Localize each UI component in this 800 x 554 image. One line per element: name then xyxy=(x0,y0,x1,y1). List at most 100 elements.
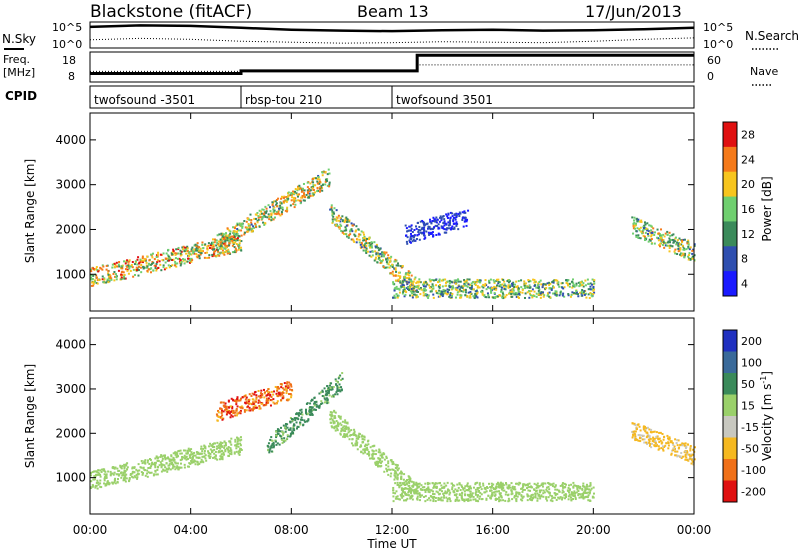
range-gate-cell xyxy=(168,266,171,269)
range-gate-cell xyxy=(518,493,521,496)
range-gate-cell xyxy=(406,497,409,500)
range-gate-cell xyxy=(108,482,111,485)
range-gate-cell xyxy=(109,474,112,477)
range-gate-cell xyxy=(579,493,582,496)
range-gate-cell xyxy=(659,431,662,434)
range-gate-cell xyxy=(412,284,415,287)
range-gate-cell xyxy=(283,382,286,385)
range-gate-cell xyxy=(648,441,651,444)
range-gate-cell xyxy=(537,293,540,296)
range-gate-cell xyxy=(502,278,505,281)
range-gate-cell xyxy=(491,492,494,495)
range-gate-cell xyxy=(400,471,403,474)
range-gate-cell xyxy=(515,500,518,503)
range-gate-cell xyxy=(245,227,248,230)
range-gate-cell xyxy=(651,231,654,234)
range-gate-cell xyxy=(125,477,128,480)
range-gate-cell xyxy=(247,229,250,232)
range-gate-cell xyxy=(231,241,234,244)
range-gate-cell xyxy=(440,499,443,502)
range-gate-cell xyxy=(115,473,118,476)
range-gate-cell xyxy=(137,274,140,277)
range-gate-cell xyxy=(401,482,404,485)
range-gate-cell xyxy=(580,290,583,293)
range-gate-cell xyxy=(184,246,187,249)
range-gate-cell xyxy=(403,276,406,279)
range-gate-cell xyxy=(340,378,343,381)
range-gate-cell xyxy=(111,472,114,475)
range-gate-cell xyxy=(533,278,536,281)
range-gate-cell xyxy=(345,422,348,425)
range-gate-cell xyxy=(273,206,276,209)
range-gate-cell xyxy=(386,262,389,265)
range-gate-cell xyxy=(472,486,475,489)
range-gate-cell xyxy=(395,259,398,262)
range-gate-cell xyxy=(222,251,225,254)
range-gate-cell xyxy=(272,441,275,444)
range-gate-cell xyxy=(474,482,477,485)
range-gate-cell xyxy=(391,463,394,466)
range-gate-cell xyxy=(301,196,304,199)
range-gate-cell xyxy=(505,285,508,288)
range-gate-cell xyxy=(375,463,378,466)
range-gate-cell xyxy=(116,478,119,481)
range-gate-cell xyxy=(330,395,333,398)
range-gate-cell xyxy=(521,499,524,502)
range-gate-cell xyxy=(485,498,488,501)
range-gate-cell xyxy=(271,217,274,220)
range-gate-cell xyxy=(407,270,410,273)
range-gate-cell xyxy=(380,255,383,258)
range-gate-cell xyxy=(419,293,422,296)
range-gate-cell xyxy=(374,258,377,261)
range-gate-cell xyxy=(393,287,396,290)
range-gate-cell xyxy=(296,425,299,428)
range-gate-cell xyxy=(160,462,163,465)
range-gate-cell xyxy=(168,460,171,463)
range-gate-cell xyxy=(392,491,395,494)
range-gate-cell xyxy=(333,426,336,429)
range-gate-cell xyxy=(171,264,174,267)
range-gate-cell xyxy=(382,253,385,256)
range-gate-cell xyxy=(197,247,200,250)
range-gate-cell xyxy=(411,498,414,501)
range-gate-cell xyxy=(661,433,664,436)
range-gate-cell xyxy=(363,448,366,451)
range-gate-cell xyxy=(274,216,277,219)
range-gate-cell xyxy=(224,441,227,444)
range-gate-cell xyxy=(687,255,690,258)
range-gate-cell xyxy=(496,295,499,298)
range-gate-cell xyxy=(254,223,257,226)
range-gate-cell xyxy=(645,441,648,444)
range-gate-cell xyxy=(291,196,294,199)
range-gate-cell xyxy=(117,263,120,266)
range-gate-cell xyxy=(542,492,545,495)
range-gate-cell xyxy=(354,230,357,233)
range-gate-cell xyxy=(177,450,180,453)
range-gate-cell xyxy=(99,479,102,482)
range-gate-cell xyxy=(438,292,441,295)
range-gate-cell xyxy=(692,248,695,251)
range-gate-cell xyxy=(378,256,381,259)
range-gate-cell xyxy=(682,248,685,251)
range-gate-cell xyxy=(373,259,376,262)
range-gate-cell xyxy=(561,498,564,501)
range-gate-cell xyxy=(393,472,396,475)
range-gate-cell xyxy=(190,257,193,260)
range-gate-cell xyxy=(353,430,356,433)
range-gate-cell xyxy=(268,215,271,218)
range-gate-cell xyxy=(170,455,173,458)
range-gate-cell xyxy=(90,474,93,477)
range-gate-cell xyxy=(405,234,408,237)
range-gate-cell xyxy=(334,429,337,432)
range-gate-cell xyxy=(176,455,179,458)
range-gate-cell xyxy=(645,427,648,430)
range-gate-cell xyxy=(415,281,418,284)
range-gate-cell xyxy=(297,186,300,189)
range-gate-cell xyxy=(297,199,300,202)
range-gate-cell xyxy=(255,396,258,399)
range-gate-cell xyxy=(664,242,667,245)
range-gate-cell xyxy=(216,458,219,461)
range-gate-cell xyxy=(333,212,336,215)
range-gate-cell xyxy=(438,280,441,283)
range-gate-cell xyxy=(399,493,402,496)
